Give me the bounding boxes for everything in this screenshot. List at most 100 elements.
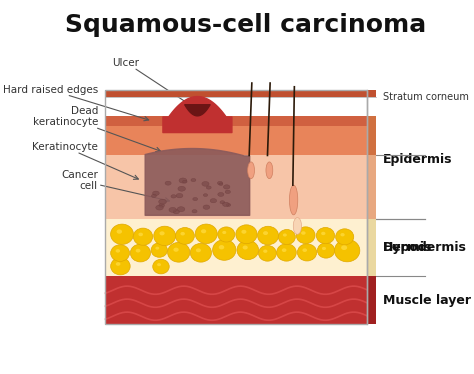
Ellipse shape [322, 247, 326, 250]
Ellipse shape [340, 233, 345, 236]
Ellipse shape [282, 248, 286, 252]
Ellipse shape [153, 259, 169, 274]
Ellipse shape [138, 233, 143, 236]
Ellipse shape [130, 244, 150, 262]
Ellipse shape [159, 203, 164, 207]
Text: Hypodermis: Hypodermis [383, 241, 467, 254]
Ellipse shape [195, 224, 217, 243]
Ellipse shape [156, 205, 164, 210]
Ellipse shape [191, 178, 196, 182]
Ellipse shape [341, 245, 347, 250]
Ellipse shape [219, 183, 223, 186]
Ellipse shape [191, 243, 211, 262]
FancyBboxPatch shape [367, 218, 376, 276]
Ellipse shape [202, 181, 209, 186]
Ellipse shape [301, 231, 306, 235]
Ellipse shape [116, 249, 120, 253]
Ellipse shape [203, 194, 208, 196]
Ellipse shape [192, 209, 197, 213]
Ellipse shape [336, 229, 354, 245]
FancyBboxPatch shape [367, 276, 376, 324]
Ellipse shape [321, 232, 326, 235]
Ellipse shape [116, 262, 120, 266]
FancyBboxPatch shape [105, 91, 376, 97]
Text: Squamous-cell carcinoma: Squamous-cell carcinoma [65, 12, 426, 37]
Ellipse shape [302, 248, 307, 252]
Ellipse shape [263, 231, 268, 235]
Ellipse shape [111, 245, 129, 261]
Ellipse shape [151, 243, 167, 257]
Ellipse shape [171, 195, 176, 198]
Ellipse shape [248, 162, 255, 179]
Ellipse shape [177, 207, 185, 212]
Ellipse shape [223, 185, 230, 189]
Ellipse shape [293, 218, 301, 234]
Text: Ulcer: Ulcer [112, 58, 193, 107]
Text: Muscle layer: Muscle layer [383, 294, 471, 307]
Ellipse shape [159, 199, 166, 204]
Ellipse shape [168, 242, 190, 262]
Ellipse shape [266, 162, 273, 179]
Ellipse shape [154, 226, 175, 246]
Ellipse shape [181, 232, 185, 236]
Ellipse shape [243, 245, 248, 249]
Ellipse shape [258, 245, 276, 261]
Ellipse shape [193, 197, 198, 200]
Ellipse shape [219, 245, 224, 249]
FancyBboxPatch shape [105, 116, 367, 156]
Ellipse shape [225, 190, 230, 194]
Ellipse shape [335, 239, 360, 262]
Ellipse shape [157, 263, 161, 266]
Ellipse shape [278, 230, 295, 245]
Text: Epidermis: Epidermis [383, 153, 453, 166]
FancyBboxPatch shape [367, 116, 376, 156]
Text: Hard raised edges: Hard raised edges [3, 85, 149, 121]
Ellipse shape [173, 210, 180, 214]
Ellipse shape [220, 201, 225, 204]
Ellipse shape [213, 240, 236, 260]
Ellipse shape [173, 248, 179, 252]
Ellipse shape [179, 178, 187, 183]
Ellipse shape [290, 185, 298, 215]
Ellipse shape [203, 205, 210, 209]
Ellipse shape [152, 194, 156, 197]
Text: Stratum corneum: Stratum corneum [383, 92, 469, 102]
Ellipse shape [318, 243, 335, 258]
Text: Dermis: Dermis [383, 241, 432, 254]
Ellipse shape [296, 227, 315, 243]
Bar [105, 91, 367, 324]
Ellipse shape [257, 226, 279, 245]
FancyBboxPatch shape [367, 156, 376, 218]
Ellipse shape [117, 230, 122, 234]
Ellipse shape [201, 229, 206, 233]
Ellipse shape [153, 191, 159, 196]
Ellipse shape [206, 186, 211, 189]
Ellipse shape [297, 244, 317, 261]
Ellipse shape [182, 180, 187, 183]
FancyBboxPatch shape [105, 276, 367, 324]
Ellipse shape [263, 249, 267, 253]
FancyBboxPatch shape [105, 116, 367, 126]
Ellipse shape [210, 199, 217, 203]
Ellipse shape [169, 208, 176, 212]
Ellipse shape [218, 193, 224, 196]
Text: Keratinocyte: Keratinocyte [32, 142, 138, 179]
Ellipse shape [159, 231, 164, 235]
FancyBboxPatch shape [105, 218, 367, 276]
Ellipse shape [218, 227, 235, 242]
Ellipse shape [176, 193, 183, 198]
Ellipse shape [155, 247, 159, 250]
Ellipse shape [283, 233, 287, 237]
Ellipse shape [178, 186, 185, 191]
Text: Cancer
cell: Cancer cell [61, 169, 170, 202]
Ellipse shape [226, 203, 231, 206]
Ellipse shape [111, 258, 130, 275]
Ellipse shape [237, 240, 259, 260]
Ellipse shape [136, 249, 140, 252]
Ellipse shape [196, 248, 201, 252]
Ellipse shape [222, 231, 226, 234]
Ellipse shape [277, 244, 296, 261]
Ellipse shape [223, 202, 229, 206]
Ellipse shape [165, 181, 171, 185]
Ellipse shape [218, 181, 223, 185]
